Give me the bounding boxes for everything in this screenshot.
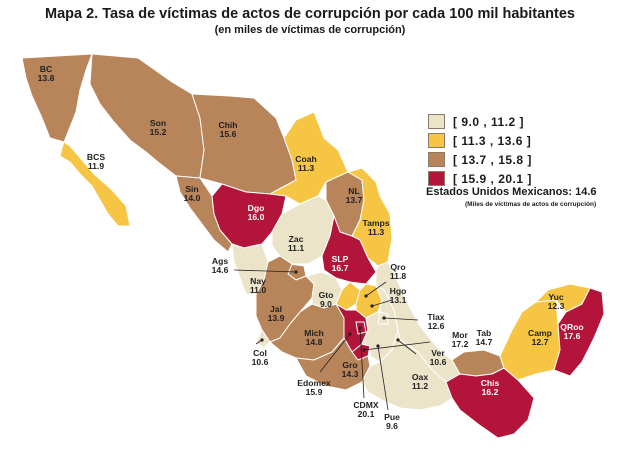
label-gto: Gto 9.0 bbox=[319, 290, 334, 309]
label-bc: BC 13.8 bbox=[38, 64, 55, 83]
label-son: Son 15.2 bbox=[150, 118, 167, 137]
national-rate: Estados Unidos Mexicanos: 14.6 bbox=[426, 186, 597, 198]
state-chih[interactable] bbox=[191, 93, 297, 195]
state-bcs[interactable] bbox=[59, 141, 131, 227]
label-ver: Ver 10.6 bbox=[430, 348, 447, 367]
legend-swatch bbox=[428, 152, 445, 167]
label-chih: Chih 15.6 bbox=[218, 120, 237, 139]
state-qroo[interactable] bbox=[553, 287, 605, 377]
map-title: Mapa 2. Tasa de víctimas de actos de cor… bbox=[45, 6, 575, 22]
label-dgo: Dgo 16.0 bbox=[248, 203, 265, 222]
legend-item: [ 9.0 , 11.2 ] bbox=[428, 112, 532, 131]
legend-swatch bbox=[428, 171, 445, 186]
label-nl: NL 13.7 bbox=[346, 186, 363, 205]
leader-lines bbox=[233, 269, 431, 411]
state-son[interactable] bbox=[89, 53, 205, 179]
label-tab: Tab 14.7 bbox=[476, 328, 493, 347]
state-chis[interactable] bbox=[445, 367, 535, 439]
label-edomex: Edomex 15.9 bbox=[297, 378, 331, 397]
label-slp: SLP 16.7 bbox=[332, 254, 349, 273]
label-zac: Zac 11.1 bbox=[288, 234, 304, 253]
label-nay: Nay 11.0 bbox=[250, 276, 266, 295]
legend-label: [ 13.7 , 15.8 ] bbox=[453, 152, 532, 167]
state-coah[interactable] bbox=[269, 111, 349, 205]
state-gro[interactable] bbox=[295, 337, 371, 391]
legend: [ 9.0 , 11.2 ] [ 11.3 , 13.6 ] [ 13.7 , … bbox=[428, 112, 532, 188]
label-sin: Sin 14.0 bbox=[184, 184, 201, 203]
label-coah: Coah 11.3 bbox=[295, 154, 316, 173]
label-tamps: Tamps 11.3 bbox=[362, 218, 389, 237]
legend-item: [ 11.3 , 13.6 ] bbox=[428, 131, 532, 150]
label-gro: Gro 14.3 bbox=[342, 360, 359, 379]
legend-item: [ 15.9 , 20.1 ] bbox=[428, 169, 532, 188]
legend-item: [ 13.7 , 15.8 ] bbox=[428, 150, 532, 169]
label-chis: Chis 16.2 bbox=[481, 378, 500, 397]
legend-label: [ 11.3 , 13.6 ] bbox=[453, 133, 532, 148]
legend-swatch bbox=[428, 114, 445, 129]
legend-label: [ 15.9 , 20.1 ] bbox=[453, 171, 532, 186]
label-mor: Mor 17.2 bbox=[452, 330, 469, 349]
label-mich: Mich 14.8 bbox=[304, 328, 324, 347]
label-col: Col 10.6 bbox=[252, 348, 269, 367]
label-yuc: Yuc 12.3 bbox=[548, 292, 565, 311]
label-camp: Camp 12.7 bbox=[528, 328, 552, 347]
legend-label: [ 9.0 , 11.2 ] bbox=[453, 114, 525, 129]
label-bcs: BCS 11.9 bbox=[87, 152, 105, 171]
label-qro: Qro 11.8 bbox=[390, 262, 406, 281]
label-jal: Jal 13.9 bbox=[268, 304, 285, 323]
label-ags: Ags 14.6 bbox=[212, 256, 229, 275]
label-cdmx: CDMX 20.1 bbox=[353, 400, 379, 419]
label-tlax: Tlax 12.6 bbox=[427, 312, 444, 331]
label-oax: Oax 11.2 bbox=[412, 372, 428, 391]
state-camp[interactable] bbox=[499, 299, 561, 381]
label-pue: Pue 9.6 bbox=[384, 412, 400, 431]
national-rate-note: (Miles de víctimas de actos de corrupció… bbox=[465, 201, 597, 208]
map-subtitle: (en miles de víctimas de corrupción) bbox=[214, 24, 406, 36]
legend-swatch bbox=[428, 133, 445, 148]
label-qroo: QRoo 17.6 bbox=[560, 322, 583, 341]
state-sin[interactable] bbox=[175, 175, 233, 253]
label-hgo: Hgo 13.1 bbox=[390, 286, 407, 305]
state-bc[interactable] bbox=[21, 53, 93, 143]
leader-dots bbox=[260, 270, 400, 352]
